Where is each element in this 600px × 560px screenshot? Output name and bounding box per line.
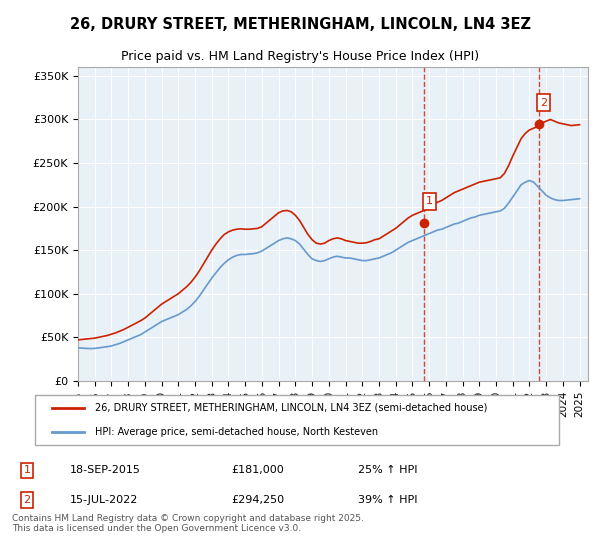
FancyBboxPatch shape bbox=[35, 395, 559, 445]
Text: Contains HM Land Registry data © Crown copyright and database right 2025.
This d: Contains HM Land Registry data © Crown c… bbox=[12, 514, 364, 533]
Text: £294,250: £294,250 bbox=[231, 495, 284, 505]
Text: 1: 1 bbox=[426, 197, 433, 206]
Text: 15-JUL-2022: 15-JUL-2022 bbox=[70, 495, 138, 505]
Text: 2: 2 bbox=[540, 97, 547, 108]
Text: 2: 2 bbox=[23, 495, 31, 505]
Text: £181,000: £181,000 bbox=[231, 465, 284, 475]
Text: Price paid vs. HM Land Registry's House Price Index (HPI): Price paid vs. HM Land Registry's House … bbox=[121, 50, 479, 63]
Text: 18-SEP-2015: 18-SEP-2015 bbox=[70, 465, 140, 475]
Text: HPI: Average price, semi-detached house, North Kesteven: HPI: Average price, semi-detached house,… bbox=[95, 427, 378, 437]
Text: 39% ↑ HPI: 39% ↑ HPI bbox=[358, 495, 417, 505]
Text: 26, DRURY STREET, METHERINGHAM, LINCOLN, LN4 3EZ: 26, DRURY STREET, METHERINGHAM, LINCOLN,… bbox=[70, 17, 530, 32]
Text: 1: 1 bbox=[23, 465, 31, 475]
Text: 25% ↑ HPI: 25% ↑ HPI bbox=[358, 465, 417, 475]
Text: 26, DRURY STREET, METHERINGHAM, LINCOLN, LN4 3EZ (semi-detached house): 26, DRURY STREET, METHERINGHAM, LINCOLN,… bbox=[95, 403, 487, 413]
